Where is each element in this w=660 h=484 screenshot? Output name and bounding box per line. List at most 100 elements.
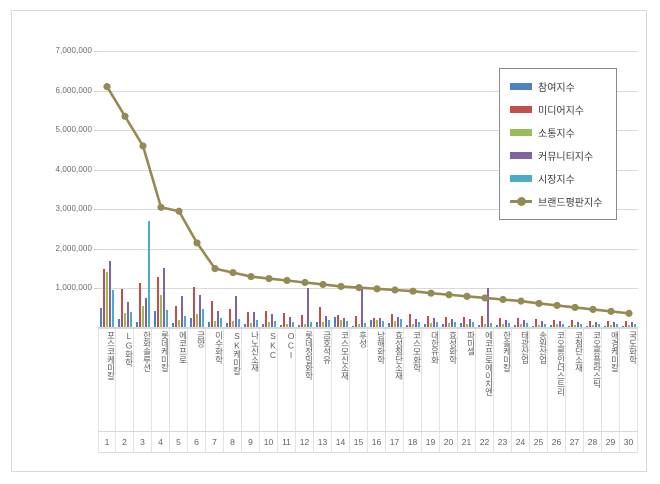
bar bbox=[267, 322, 271, 328]
y-axis-tick-mark bbox=[94, 169, 98, 171]
bar bbox=[190, 318, 193, 328]
bar bbox=[111, 290, 114, 328]
x-axis-category-cell: 금양 bbox=[188, 329, 206, 432]
bar bbox=[534, 319, 538, 328]
x-axis-category-cell: 남해화학 bbox=[368, 329, 386, 432]
legend-row[interactable]: 브랜드평판지수 bbox=[500, 190, 616, 213]
legend-color-swatch-icon bbox=[510, 106, 532, 113]
bar bbox=[216, 310, 220, 328]
bar bbox=[514, 324, 517, 328]
x-axis-category-cell: 이수화학 bbox=[206, 329, 224, 432]
bar bbox=[504, 320, 508, 328]
bar bbox=[576, 321, 580, 328]
y-axis-tick-label: 4,000,000 bbox=[55, 164, 92, 174]
bar bbox=[237, 318, 240, 328]
bar bbox=[624, 321, 628, 328]
bar bbox=[327, 320, 330, 328]
bar bbox=[579, 324, 582, 328]
legend-color-swatch-icon bbox=[510, 175, 532, 182]
bar bbox=[298, 325, 301, 328]
x-axis-category-cell: 롯데케미칼 bbox=[152, 329, 170, 432]
x-axis-category-cell: 롯데정밀화학 bbox=[296, 329, 314, 432]
bar bbox=[424, 324, 427, 328]
x-axis-category-label: OCI bbox=[286, 331, 296, 360]
bar bbox=[498, 318, 502, 328]
bar-group bbox=[386, 51, 404, 328]
bar bbox=[291, 322, 294, 328]
bar bbox=[273, 320, 276, 328]
bar bbox=[213, 320, 217, 328]
bar bbox=[480, 315, 484, 328]
bar bbox=[345, 320, 348, 328]
x-axis-rank-numbers: 1 2 3 4 5 6 7 8 9 10 11 12 13 14 15 16 17 18 19 20 21 22 23 24 2… bbox=[98, 431, 638, 453]
x-axis-category-cell: 파미셀 bbox=[458, 329, 476, 432]
bar-group bbox=[548, 51, 566, 328]
legend-row[interactable]: 미디어지수 bbox=[500, 98, 616, 121]
x-axis-rank-label: 4 bbox=[152, 432, 170, 453]
x-axis-category-label: SKC bbox=[268, 331, 278, 360]
bar bbox=[339, 320, 343, 328]
bar bbox=[177, 319, 181, 328]
x-axis-category-cell: OCI bbox=[278, 329, 296, 432]
bar-group bbox=[566, 51, 584, 328]
x-axis-category-label: 에코프로에이치엔 bbox=[484, 331, 494, 396]
x-axis-category-label: 파미셀 bbox=[466, 331, 476, 356]
x-axis-category-label: 금호석유 bbox=[322, 331, 332, 364]
x-axis-category-label: 후성 bbox=[358, 331, 368, 348]
x-axis-category-cell: 효성첨단소재 bbox=[386, 329, 404, 432]
legend-row[interactable]: 참여지수 bbox=[500, 75, 616, 98]
bar-group bbox=[476, 51, 494, 328]
x-axis-category-label: 대한유화 bbox=[430, 331, 440, 364]
x-axis-category-cell: 코스모신소재 bbox=[332, 329, 350, 432]
bar bbox=[129, 312, 132, 328]
bar bbox=[444, 317, 448, 328]
bar bbox=[252, 312, 256, 328]
legend-label: 미디어지수 bbox=[538, 106, 584, 117]
x-axis-rank-label: 15 bbox=[350, 432, 368, 453]
y-axis-tick-label: 2,000,000 bbox=[55, 243, 92, 253]
x-axis-rank-label: 22 bbox=[476, 432, 494, 453]
x-axis-category-label: 효성화학 bbox=[448, 331, 458, 364]
x-axis-rank-label: 29 bbox=[602, 432, 620, 453]
bar bbox=[100, 308, 103, 328]
bar bbox=[396, 316, 400, 328]
legend-label: 시장지수 bbox=[538, 175, 575, 186]
bar bbox=[300, 314, 304, 328]
bar bbox=[414, 318, 418, 328]
x-axis-rank-label: 17 bbox=[386, 432, 404, 453]
x-axis-category-label: 태광산업 bbox=[520, 331, 530, 364]
bar bbox=[399, 319, 402, 328]
bar bbox=[561, 323, 564, 328]
bar-group bbox=[422, 51, 440, 328]
x-axis-rank-label: 23 bbox=[494, 432, 512, 453]
bar bbox=[552, 320, 556, 328]
bar bbox=[442, 323, 445, 328]
bar bbox=[633, 324, 636, 328]
bar-group bbox=[620, 51, 638, 328]
bar bbox=[594, 322, 598, 328]
legend-row[interactable]: 소통지수 bbox=[500, 121, 616, 144]
bar bbox=[201, 309, 204, 328]
bar bbox=[231, 321, 235, 328]
x-axis-category-label: 나노신소재 bbox=[250, 331, 260, 372]
x-axis-category-cell: 에코프로에이치엔 bbox=[476, 329, 494, 432]
x-axis-category-label: 효성첨단소재 bbox=[394, 331, 404, 380]
x-axis-category-label: 롯데케미칼 bbox=[160, 331, 170, 372]
bar-group bbox=[458, 51, 476, 328]
bar-group bbox=[278, 51, 296, 328]
x-axis-rank-label: 30 bbox=[620, 432, 638, 453]
x-axis-rank-label: 18 bbox=[404, 432, 422, 453]
bar bbox=[316, 322, 319, 328]
y-axis-tick-mark bbox=[94, 51, 98, 52]
bar bbox=[573, 325, 577, 328]
legend-row[interactable]: 시장지수 bbox=[500, 167, 616, 190]
bar bbox=[219, 318, 222, 328]
x-axis-rank-label: 12 bbox=[296, 432, 314, 453]
bar bbox=[537, 324, 541, 328]
bar bbox=[244, 324, 247, 328]
x-axis-rank-label: 3 bbox=[134, 432, 152, 453]
bar bbox=[388, 322, 391, 328]
legend-row[interactable]: 커뮤니티지수 bbox=[500, 144, 616, 167]
